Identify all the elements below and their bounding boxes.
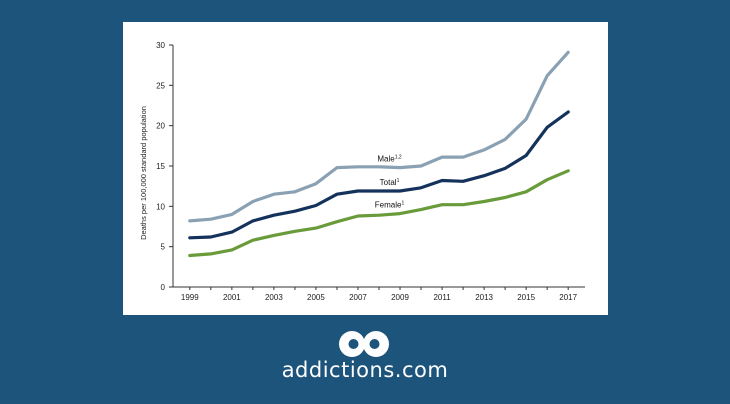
y-tick-label: 25: [156, 81, 165, 90]
series-labels: Male1,2 Total1 Female1: [375, 155, 405, 210]
series-lines: [188, 50, 570, 258]
series-label-total: Total1: [380, 178, 400, 187]
x-tick-label: 2011: [433, 293, 451, 302]
series-label-female: Female1: [375, 201, 405, 210]
x-tick-label: 2013: [475, 293, 493, 302]
series-label-male: Male1,2: [377, 155, 402, 164]
x-tick-label: 2015: [517, 293, 535, 302]
y-tick-label: 30: [156, 41, 165, 50]
x-tick-label: 2007: [349, 293, 367, 302]
y-tick-label: 0: [161, 283, 166, 292]
x-tick-label: 2009: [391, 293, 409, 302]
series-line-total: [188, 110, 570, 240]
brand-name: addictions.com: [281, 358, 449, 382]
y-axis: 0 5 10 15 20 25 30: [156, 41, 174, 292]
chart-card: 0 5 10 15 20 25 30 1999 2001 2003 2005 2007 2009 201…: [123, 22, 608, 315]
y-tick-label: 10: [156, 202, 165, 211]
x-tick-label: 2001: [223, 293, 241, 302]
y-axis-label: Deaths per 100,000 standard population: [139, 106, 148, 240]
x-axis: 1999 2001 2003 2005 2007 2009 2011 2013 2015 2017: [173, 286, 585, 302]
x-tick-label: 1999: [181, 293, 199, 302]
line-chart: 0 5 10 15 20 25 30 1999 2001 2003 2005 2007 2009 201…: [139, 41, 585, 302]
series-line-female: [188, 169, 570, 258]
infinity-loop-logo-icon: [339, 331, 389, 357]
x-tick-label: 2003: [265, 293, 283, 302]
x-tick-label: 2005: [307, 293, 325, 302]
series-line-male: [188, 50, 570, 223]
y-tick-label: 20: [156, 122, 165, 131]
x-tick-label: 2017: [559, 293, 577, 302]
y-tick-label: 15: [156, 162, 165, 171]
y-tick-label: 5: [161, 243, 166, 252]
